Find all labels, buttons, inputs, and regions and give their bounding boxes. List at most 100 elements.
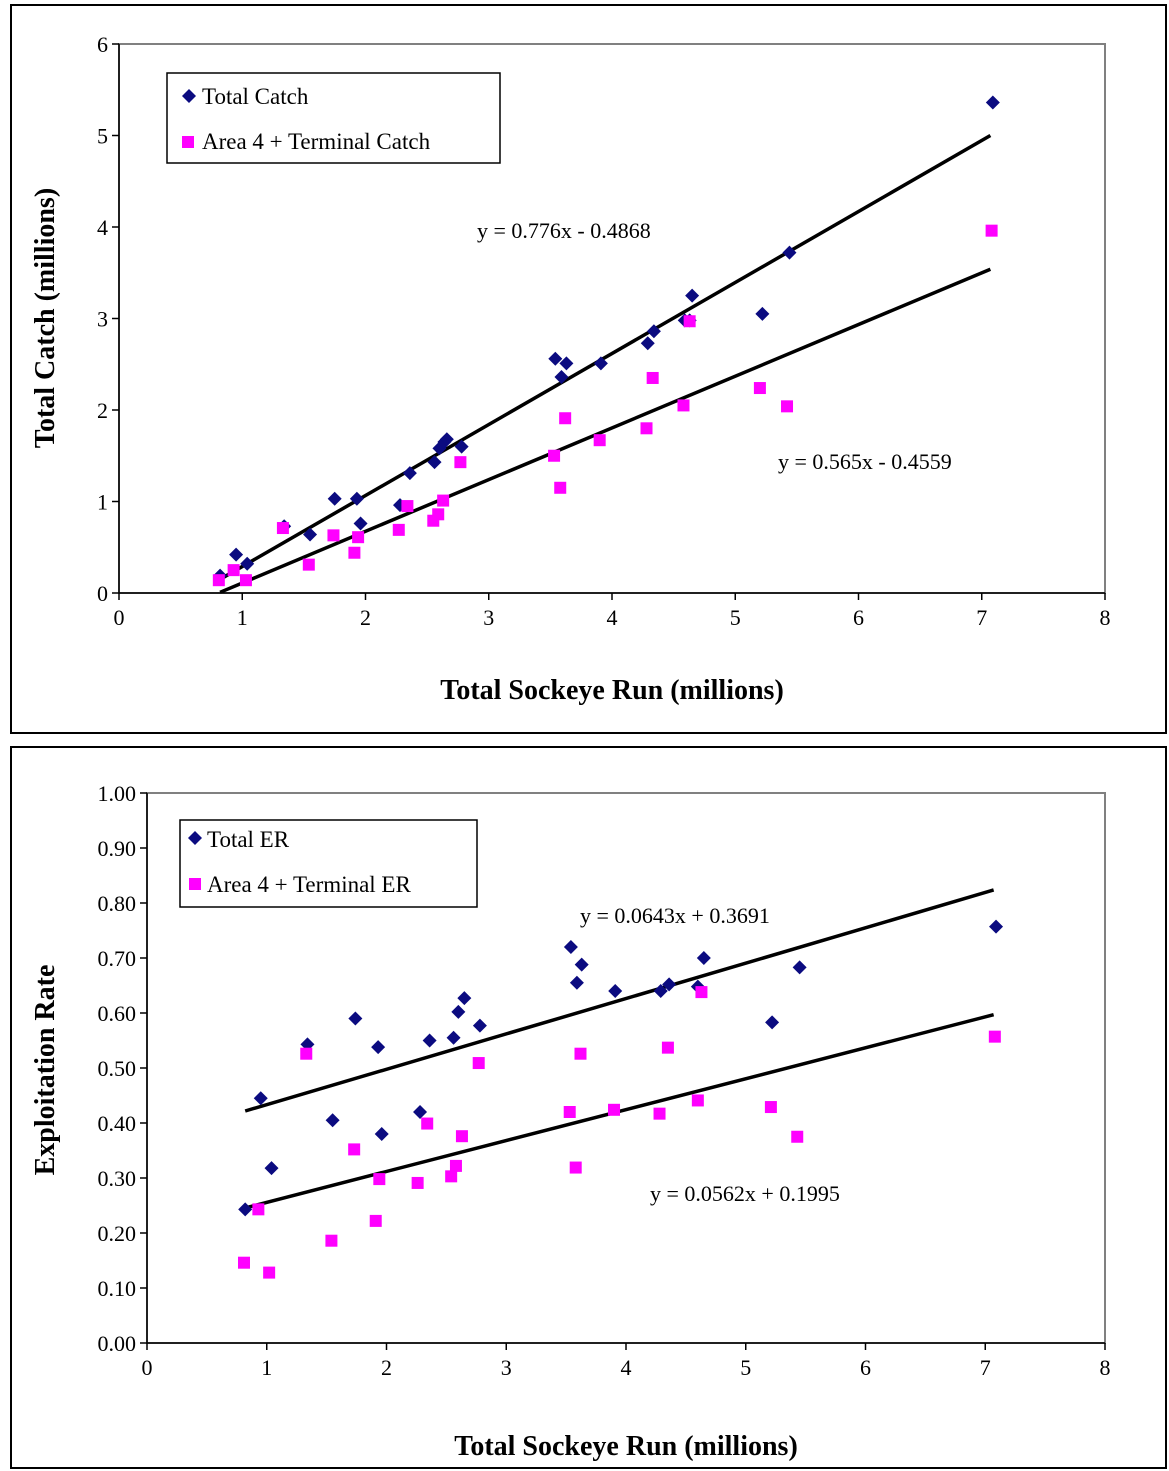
total-catch-chart: 0 1 2 3 4 5 6 7 8 0 1 2 3 4 5 6 y = 0.776x - 0.4868 y =… bbox=[30, 32, 1111, 706]
data-point-square bbox=[455, 1130, 468, 1143]
y-tick-label: 5 bbox=[97, 124, 108, 149]
data-point-square bbox=[276, 522, 289, 535]
y-tick-label: 3 bbox=[97, 307, 108, 332]
data-point-diamond bbox=[653, 984, 668, 998]
legend-square-icon bbox=[182, 136, 194, 148]
data-point-diamond bbox=[696, 951, 711, 965]
legend-box bbox=[166, 72, 501, 164]
y-tick-label: 0.20 bbox=[98, 1221, 137, 1246]
x-tick-label: 7 bbox=[980, 1355, 991, 1380]
data-point-square bbox=[302, 558, 315, 571]
legend-label-area4-er: Area 4 + Terminal ER bbox=[207, 872, 411, 897]
data-point-diamond bbox=[554, 370, 569, 385]
trendlines bbox=[244, 888, 995, 1210]
data-point-diamond bbox=[646, 324, 661, 339]
data-point-square bbox=[640, 422, 653, 435]
data-point-diamond bbox=[327, 491, 342, 506]
chart-panel-total-catch: 0 1 2 3 4 5 6 7 8 0 1 2 3 4 5 6 y = 0.776x - 0.4868 y =… bbox=[10, 4, 1167, 734]
y-axis-title: Total Catch (millions) bbox=[30, 188, 61, 448]
data-point-square bbox=[695, 986, 708, 999]
data-point-square bbox=[352, 531, 365, 544]
trendline-equation-area4: y = 0.565x - 0.4559 bbox=[778, 449, 952, 474]
data-point-diamond bbox=[413, 1105, 428, 1119]
x-tick-label: 8 bbox=[1100, 605, 1111, 630]
data-point-diamond bbox=[422, 1033, 437, 1048]
data-point-diamond bbox=[446, 1030, 461, 1045]
y-tick-label: 0.70 bbox=[98, 946, 137, 971]
legend-diamond-icon bbox=[188, 831, 202, 845]
data-point-diamond bbox=[685, 288, 700, 303]
y-tick-label: 0.10 bbox=[98, 1276, 137, 1301]
data-point-diamond bbox=[569, 975, 584, 990]
data-point-diamond bbox=[472, 1018, 487, 1033]
data-point-square bbox=[677, 399, 690, 412]
y-tick-label: 0.50 bbox=[98, 1056, 137, 1081]
trendlines bbox=[219, 134, 992, 594]
legend-label-area4-catch: Area 4 + Terminal Catch bbox=[202, 129, 431, 154]
axes: 0 1 2 3 4 5 6 7 8 0 1 2 3 4 5 6 bbox=[97, 32, 1111, 630]
x-tick-label: 5 bbox=[730, 605, 741, 630]
legend: Total ER Area 4 + Terminal ER bbox=[179, 819, 478, 908]
y-tick-label: 6 bbox=[97, 32, 108, 57]
exploitation-rate-chart: 0 1 2 3 4 5 6 7 8 0.00 0.10 0.20 0.30 0.40 0.50 0.60 0.7… bbox=[30, 781, 1111, 1462]
data-point-diamond bbox=[559, 356, 574, 371]
x-tick-label: 2 bbox=[360, 605, 371, 630]
data-point-square bbox=[348, 546, 361, 559]
data-point-square bbox=[472, 1057, 485, 1070]
data-point-diamond bbox=[240, 556, 255, 571]
data-marks bbox=[237, 919, 1004, 1279]
legend-label-total-er: Total ER bbox=[207, 827, 290, 852]
data-point-diamond bbox=[548, 351, 563, 366]
y-tick-label: 0.90 bbox=[98, 836, 137, 861]
data-point-diamond bbox=[755, 306, 770, 321]
legend-label-total-catch: Total Catch bbox=[202, 84, 309, 109]
data-point-square bbox=[432, 508, 445, 521]
trendline-2 bbox=[219, 267, 992, 594]
trendline-equation-area4-er: y = 0.0562x + 0.1995 bbox=[650, 1181, 840, 1206]
data-point-diamond bbox=[253, 1091, 268, 1106]
data-point-square bbox=[411, 1176, 424, 1189]
data-point-square bbox=[449, 1159, 462, 1172]
data-point-diamond bbox=[427, 455, 442, 470]
data-point-diamond bbox=[640, 336, 655, 351]
data-point-diamond bbox=[353, 516, 368, 531]
y-tick-label: 1 bbox=[97, 490, 108, 515]
data-point-square bbox=[239, 574, 252, 587]
legend-box bbox=[179, 819, 478, 908]
x-tick-label: 7 bbox=[976, 605, 987, 630]
data-point-square bbox=[574, 1047, 587, 1060]
x-tick-label: 0 bbox=[114, 605, 125, 630]
data-point-square bbox=[263, 1266, 276, 1279]
data-point-diamond bbox=[457, 991, 472, 1006]
data-point-square bbox=[392, 523, 405, 536]
x-tick-label: 3 bbox=[483, 605, 494, 630]
data-point-square bbox=[300, 1047, 313, 1060]
axes: 0 1 2 3 4 5 6 7 8 0.00 0.10 0.20 0.30 0.40 0.50 0.60 0.7… bbox=[98, 781, 1111, 1380]
legend: Total Catch Area 4 + Terminal Catch bbox=[166, 72, 501, 164]
data-point-diamond bbox=[439, 432, 454, 447]
y-tick-label: 0.40 bbox=[98, 1111, 137, 1136]
data-point-square bbox=[348, 1143, 361, 1156]
data-point-square bbox=[691, 1094, 704, 1107]
data-point-diamond bbox=[371, 1040, 386, 1055]
data-point-square bbox=[646, 371, 659, 384]
trendline-equation-total-er: y = 0.0643x + 0.3691 bbox=[580, 903, 770, 928]
data-point-diamond bbox=[348, 1011, 363, 1026]
x-axis-title: Total Sockeye Run (millions) bbox=[454, 1431, 798, 1462]
y-tick-label: 0.60 bbox=[98, 1001, 137, 1026]
data-point-diamond bbox=[563, 940, 578, 954]
x-tick-label: 4 bbox=[607, 605, 618, 630]
data-point-square bbox=[554, 481, 567, 494]
data-point-diamond bbox=[303, 527, 318, 542]
x-tick-label: 1 bbox=[261, 1355, 272, 1380]
data-point-square bbox=[325, 1234, 338, 1247]
y-tick-label: 0.80 bbox=[98, 891, 137, 916]
data-point-square bbox=[421, 1117, 434, 1130]
data-point-diamond bbox=[264, 1161, 279, 1176]
data-point-square bbox=[237, 1256, 250, 1269]
x-tick-label: 8 bbox=[1100, 1355, 1111, 1380]
data-point-diamond bbox=[574, 957, 589, 972]
data-point-diamond bbox=[989, 919, 1004, 934]
x-tick-label: 6 bbox=[860, 1355, 871, 1380]
legend-diamond-icon bbox=[182, 89, 196, 103]
